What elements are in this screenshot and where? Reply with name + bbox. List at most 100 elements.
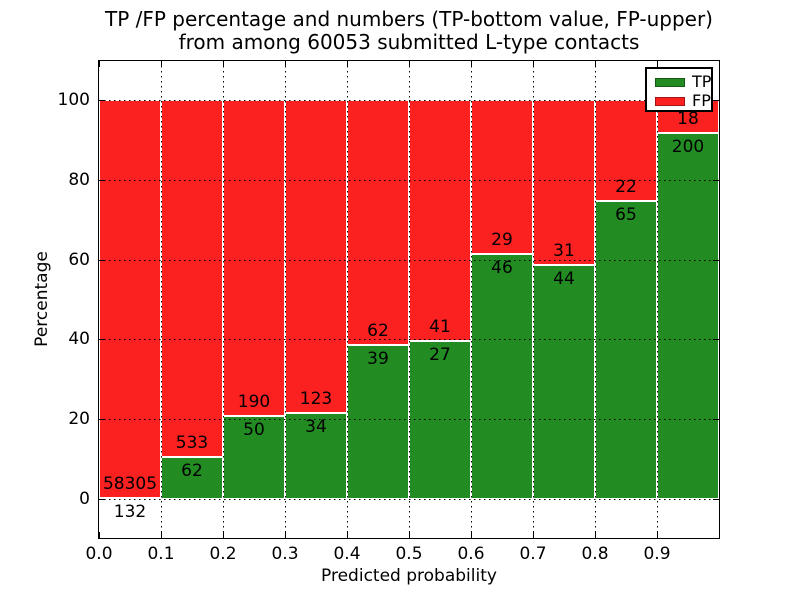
x-axis-tick-top (533, 61, 534, 67)
vertical-gridline (161, 61, 162, 538)
fp-count-label: 123 (299, 389, 333, 409)
tp-count-label: 65 (615, 205, 637, 225)
y-axis-tick-right (713, 339, 719, 340)
x-axis-tick-top (161, 61, 162, 67)
x-tick-label: 0.9 (643, 544, 671, 564)
fp-count-label: 58305 (102, 474, 158, 494)
x-axis-tick-top (285, 61, 286, 67)
y-axis-tick-right (713, 100, 719, 101)
fp-count-label: 18 (677, 109, 699, 129)
x-tick-label: 0.7 (519, 544, 547, 564)
y-axis-tick (99, 100, 105, 101)
chart-title: TP /FP percentage and numbers (TP-bottom… (98, 8, 720, 54)
bar-fp-segment (409, 100, 471, 341)
x-axis-tick-top (99, 61, 100, 67)
y-tick-label: 80 (68, 170, 90, 190)
fp-count-label: 533 (175, 433, 209, 453)
y-axis-tick (99, 260, 105, 261)
x-axis-tick (285, 532, 286, 538)
tp-count-label: 44 (553, 269, 575, 289)
horizontal-gridline (99, 419, 719, 420)
legend-swatch-fp (655, 97, 685, 106)
x-tick-label: 0.2 (209, 544, 237, 564)
vertical-gridline (347, 61, 348, 538)
x-tick-label: 0.6 (457, 544, 485, 564)
bar-fp-segment (285, 100, 347, 413)
y-axis-tick (99, 339, 105, 340)
horizontal-gridline (99, 180, 719, 181)
x-tick-label: 0.0 (85, 544, 113, 564)
x-tick-label: 0.5 (395, 544, 423, 564)
y-tick-label: 20 (68, 409, 90, 429)
x-axis-tick-top (657, 61, 658, 67)
y-tick-label: 60 (68, 250, 90, 270)
x-tick-label: 0.4 (333, 544, 361, 564)
x-axis-tick (161, 532, 162, 538)
bar-fp-segment (347, 100, 409, 345)
vertical-gridline (533, 61, 534, 538)
x-axis-tick (99, 532, 100, 538)
horizontal-gridline (99, 339, 719, 340)
legend-label-tp: TP (692, 72, 712, 91)
x-axis-tick-top (409, 61, 410, 67)
legend-swatch-tp (655, 78, 685, 87)
tp-count-label: 34 (305, 417, 327, 437)
chart-title-line1: TP /FP percentage and numbers (TP-bottom… (105, 7, 713, 31)
bar-fp-segment (595, 100, 657, 201)
bar-fp-segment (533, 100, 595, 265)
bar-fp-segment (99, 100, 161, 498)
x-axis-tick (409, 532, 410, 538)
vertical-gridline (471, 61, 472, 538)
x-tick-label: 0.3 (271, 544, 299, 564)
x-axis-tick (657, 532, 658, 538)
bar-tp-segment (533, 265, 595, 499)
x-axis-tick (533, 532, 534, 538)
x-tick-label: 0.1 (147, 544, 175, 564)
bar-fp-segment (471, 100, 533, 254)
y-axis-tick (99, 419, 105, 420)
chart-title-line2: from among 60053 submitted L-type contac… (178, 30, 640, 54)
x-axis-tick (223, 532, 224, 538)
x-tick-label: 0.8 (581, 544, 609, 564)
tp-count-label: 50 (243, 420, 265, 440)
plot-area: TP FP 58305 132 533 62 190 50 123 34 62 39 41 27 29 4… (98, 60, 720, 539)
x-axis-tick-top (595, 61, 596, 67)
bar-tp-segment (347, 345, 409, 499)
bar-fp-segment (161, 100, 223, 457)
y-axis-tick (99, 180, 105, 181)
x-axis-tick (471, 532, 472, 538)
x-axis-tick-top (347, 61, 348, 67)
horizontal-gridline (99, 260, 719, 261)
y-axis-tick-right (713, 419, 719, 420)
x-axis-label: Predicted probability (321, 566, 497, 586)
x-axis-tick-top (471, 61, 472, 67)
y-tick-label: 40 (68, 329, 90, 349)
bar-tp-segment (471, 254, 533, 499)
tp-count-label: 62 (181, 461, 203, 481)
x-axis-tick (347, 532, 348, 538)
vertical-gridline (409, 61, 410, 538)
y-tick-label: 100 (57, 90, 90, 110)
tp-count-label: 200 (671, 137, 705, 157)
fp-count-label: 22 (615, 177, 637, 197)
fp-count-label: 62 (367, 321, 389, 341)
fp-count-label: 31 (553, 241, 575, 261)
y-axis-tick-right (713, 180, 719, 181)
fp-count-label: 41 (429, 317, 451, 337)
bar-tp-segment (285, 413, 347, 499)
vertical-gridline (657, 61, 658, 538)
tp-count-label: 39 (367, 349, 389, 369)
y-axis-tick-right (713, 260, 719, 261)
bar-tp-segment (657, 133, 719, 499)
vertical-gridline (223, 61, 224, 538)
tp-count-label: 46 (491, 258, 513, 278)
y-axis-tick (99, 499, 105, 500)
fp-count-label: 190 (237, 392, 271, 412)
y-axis-tick-right (713, 499, 719, 500)
legend-label-fp: FP (692, 91, 711, 110)
tp-count-label: 132 (113, 502, 147, 522)
vertical-gridline (595, 61, 596, 538)
x-axis-tick-top (223, 61, 224, 67)
bar-tp-segment (161, 457, 223, 499)
